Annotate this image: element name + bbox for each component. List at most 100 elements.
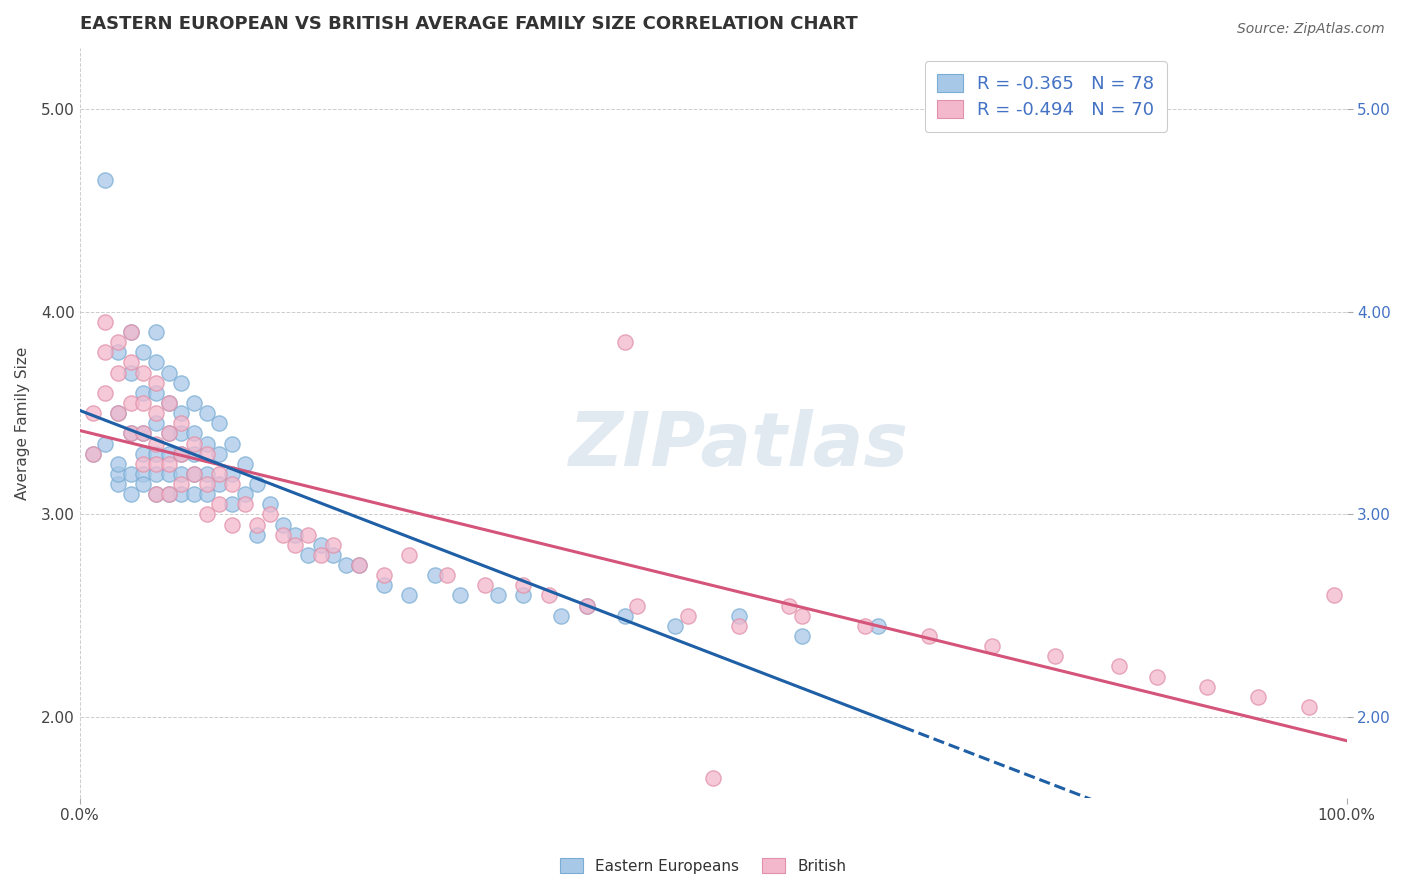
Point xyxy=(981,639,1004,653)
Point xyxy=(195,467,218,481)
Point xyxy=(170,477,193,491)
Point xyxy=(170,406,193,420)
Point xyxy=(297,527,319,541)
Point xyxy=(436,568,458,582)
Point xyxy=(1323,589,1346,603)
Point xyxy=(107,345,129,359)
Point xyxy=(486,589,509,603)
Point xyxy=(208,497,231,511)
Point xyxy=(347,558,370,572)
Point xyxy=(208,467,231,481)
Point xyxy=(575,599,598,613)
Point xyxy=(145,406,167,420)
Y-axis label: Average Family Size: Average Family Size xyxy=(15,347,30,500)
Point xyxy=(233,487,256,501)
Point xyxy=(917,629,939,643)
Point xyxy=(297,548,319,562)
Point xyxy=(157,366,180,380)
Point xyxy=(195,508,218,522)
Point xyxy=(853,619,876,633)
Point xyxy=(145,467,167,481)
Point xyxy=(94,173,117,187)
Point xyxy=(790,608,813,623)
Point xyxy=(866,619,889,633)
Point xyxy=(94,385,117,400)
Point xyxy=(132,426,155,441)
Point xyxy=(145,416,167,430)
Point xyxy=(132,457,155,471)
Point xyxy=(373,568,395,582)
Point xyxy=(322,538,344,552)
Point xyxy=(120,325,142,339)
Text: ZIPatlas: ZIPatlas xyxy=(568,409,908,483)
Point xyxy=(727,619,749,633)
Point xyxy=(157,426,180,441)
Point xyxy=(195,477,218,491)
Point xyxy=(107,477,129,491)
Point xyxy=(170,376,193,390)
Point xyxy=(1108,659,1130,673)
Point xyxy=(335,558,357,572)
Point xyxy=(145,487,167,501)
Point xyxy=(120,426,142,441)
Point xyxy=(157,467,180,481)
Point xyxy=(398,548,420,562)
Point xyxy=(94,315,117,329)
Point xyxy=(170,447,193,461)
Point xyxy=(195,487,218,501)
Point xyxy=(183,396,205,410)
Point xyxy=(145,487,167,501)
Point xyxy=(82,447,104,461)
Point xyxy=(1247,690,1270,704)
Point xyxy=(702,771,724,785)
Point xyxy=(309,538,332,552)
Point xyxy=(727,608,749,623)
Point xyxy=(183,467,205,481)
Point xyxy=(132,447,155,461)
Point xyxy=(82,447,104,461)
Point xyxy=(107,406,129,420)
Point xyxy=(778,599,800,613)
Point xyxy=(1298,699,1320,714)
Point xyxy=(157,426,180,441)
Point xyxy=(246,527,269,541)
Point xyxy=(233,457,256,471)
Point xyxy=(537,589,560,603)
Point xyxy=(1045,649,1067,664)
Point xyxy=(208,416,231,430)
Point xyxy=(790,629,813,643)
Point xyxy=(233,497,256,511)
Point xyxy=(107,335,129,350)
Point xyxy=(107,457,129,471)
Point xyxy=(271,517,294,532)
Point xyxy=(170,416,193,430)
Point xyxy=(132,345,155,359)
Point xyxy=(449,589,471,603)
Point xyxy=(145,355,167,369)
Point xyxy=(170,467,193,481)
Point xyxy=(132,467,155,481)
Point xyxy=(221,477,243,491)
Point xyxy=(132,366,155,380)
Point xyxy=(550,608,572,623)
Point xyxy=(221,517,243,532)
Point xyxy=(145,385,167,400)
Point xyxy=(398,589,420,603)
Point xyxy=(613,335,636,350)
Point xyxy=(1146,669,1168,683)
Point xyxy=(157,447,180,461)
Point xyxy=(322,548,344,562)
Point xyxy=(157,396,180,410)
Text: Source: ZipAtlas.com: Source: ZipAtlas.com xyxy=(1237,22,1385,37)
Point xyxy=(183,426,205,441)
Point xyxy=(183,467,205,481)
Point xyxy=(120,355,142,369)
Point xyxy=(309,548,332,562)
Point xyxy=(157,396,180,410)
Point xyxy=(107,467,129,481)
Legend: Eastern Europeans, British: Eastern Europeans, British xyxy=(554,852,852,880)
Point xyxy=(195,447,218,461)
Point xyxy=(94,436,117,450)
Point xyxy=(259,497,281,511)
Point xyxy=(120,487,142,501)
